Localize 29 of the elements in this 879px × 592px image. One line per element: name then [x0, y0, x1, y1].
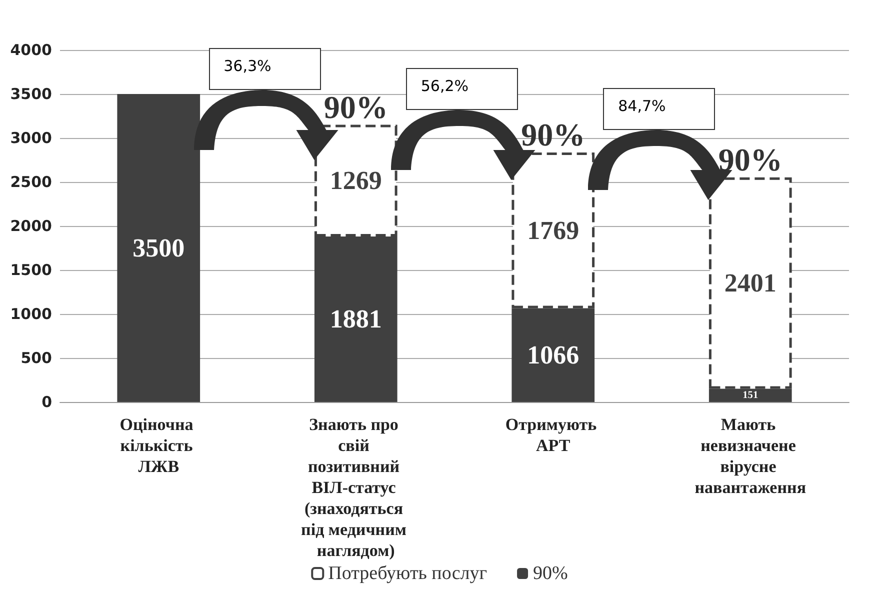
data-label: 1269	[330, 166, 382, 196]
y-tick-label: 2000	[10, 217, 52, 235]
data-label: 2401	[724, 268, 776, 298]
data-label: 1881	[330, 304, 382, 334]
y-tick-label: 2500	[10, 173, 52, 191]
legend-label: Потребують послуг	[328, 563, 488, 584]
x-tick-label: Знають про свій позитивний ВІЛ-статус (знаходяться під медичним наглядом)	[301, 415, 411, 560]
data-label: 3500	[132, 234, 185, 262]
callout-box: 56,2%	[406, 68, 518, 110]
y-tick-label: 500	[20, 349, 52, 367]
x-tick-label: Оціночна кількість ЛЖВ	[120, 415, 198, 476]
data-label: 1066	[527, 340, 580, 370]
data-label: 1769	[527, 216, 580, 245]
annotation: 90%	[324, 88, 388, 125]
y-tick-label: 1000	[10, 305, 52, 323]
annotation: 90%	[521, 116, 586, 153]
y-tick-label: 3500	[10, 85, 52, 103]
legend-label: 90%	[533, 563, 568, 584]
annotation: 90%	[718, 141, 782, 178]
x-tick-label: Отримують АРТ	[505, 415, 601, 455]
callout-box: 36,3%	[208, 48, 321, 90]
y-tick-label: 4000	[10, 41, 52, 59]
callout-box: 84,7%	[603, 88, 716, 130]
y-tick-label: 1500	[10, 261, 52, 279]
x-tick-label: Мають невизначене вірусне навантаження	[694, 415, 806, 497]
y-tick-label: 3000	[10, 129, 52, 147]
bar	[117, 94, 200, 402]
y-tick-label: 0	[42, 393, 52, 411]
data-label: 151	[742, 390, 758, 401]
